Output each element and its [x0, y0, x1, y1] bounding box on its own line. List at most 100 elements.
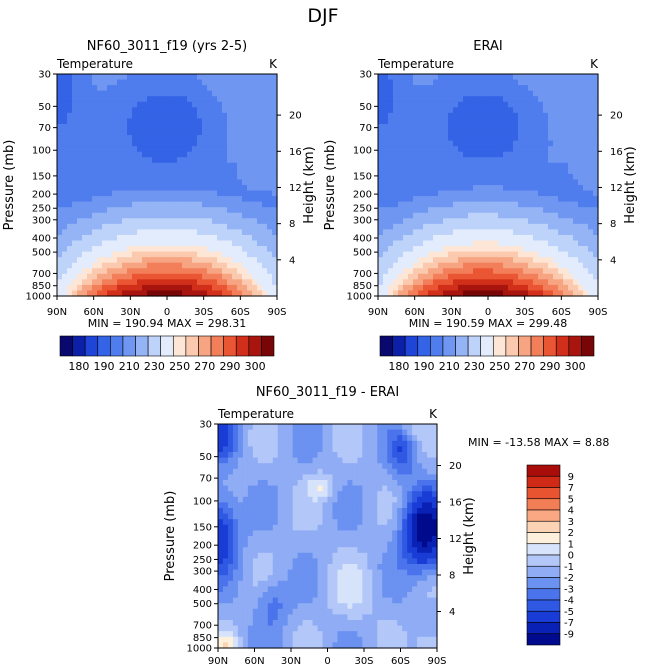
- field-cell: [262, 279, 268, 286]
- field-cell: [72, 246, 78, 253]
- field-cell: [458, 223, 464, 230]
- field-cell: [232, 463, 239, 470]
- field-cell: [242, 229, 248, 236]
- field-cell: [378, 112, 384, 119]
- field-cell: [192, 96, 198, 103]
- field-cell: [227, 246, 233, 253]
- field-cell: [578, 262, 584, 269]
- field-cell: [187, 123, 193, 131]
- field-cell: [87, 162, 93, 169]
- field-cell: [418, 135, 424, 142]
- field-cell: [528, 196, 534, 203]
- field-cell: [483, 112, 489, 119]
- field-cell: [428, 74, 434, 81]
- field-cell: [498, 168, 504, 175]
- field-cell: [252, 223, 258, 230]
- field-cell: [327, 429, 334, 436]
- field-cell: [432, 530, 438, 537]
- field-cell: [403, 140, 409, 147]
- field-cell: [82, 273, 88, 280]
- field-cell: [187, 151, 193, 158]
- field-cell: [87, 185, 93, 192]
- field-cell: [528, 118, 534, 125]
- field-cell: [82, 251, 88, 258]
- field-cell: [132, 107, 138, 114]
- field-cell: [232, 424, 239, 431]
- field-cell: [92, 107, 98, 114]
- field-cell: [573, 179, 579, 186]
- field-cell: [257, 440, 264, 447]
- field-cell: [122, 262, 128, 269]
- y-tick-label: 850: [353, 281, 372, 292]
- field-cell: [222, 79, 228, 86]
- field-cell: [117, 107, 123, 114]
- field-cell: [222, 118, 228, 125]
- field-cell: [423, 273, 429, 280]
- field-cell: [342, 552, 349, 559]
- field-cell: [498, 79, 504, 86]
- y-tick-label: 100: [353, 146, 372, 157]
- field-cell: [593, 229, 599, 236]
- field-cell: [418, 157, 424, 164]
- field-cell: [578, 101, 584, 108]
- field-cell: [192, 196, 198, 203]
- field-cell: [398, 185, 404, 192]
- field-cell: [272, 268, 278, 275]
- field-cell: [453, 240, 459, 247]
- field-cell: [568, 140, 574, 147]
- field-cell: [272, 257, 278, 264]
- field-cell: [553, 273, 559, 280]
- field-cell: [327, 485, 334, 492]
- field-cell: [177, 246, 183, 253]
- field-cell: [443, 146, 449, 153]
- field-cell: [202, 229, 208, 236]
- field-cell: [538, 218, 544, 225]
- field-cell: [167, 157, 173, 164]
- field-cell: [297, 586, 304, 593]
- field-cell: [418, 96, 424, 103]
- field-cell: [423, 246, 429, 253]
- field-cell: [247, 74, 253, 81]
- field-cell: [227, 229, 233, 236]
- field-cell: [387, 564, 393, 571]
- field-cell: [538, 140, 544, 147]
- field-cell: [142, 273, 148, 280]
- field-cell: [227, 592, 234, 599]
- field-cell: [218, 435, 224, 442]
- field-cell: [232, 440, 239, 447]
- field-cell: [392, 519, 398, 526]
- field-cell: [62, 140, 68, 147]
- field-cell: [137, 185, 143, 192]
- field-cell: [438, 140, 444, 147]
- field-cell: [277, 547, 284, 554]
- field-cell: [272, 485, 279, 492]
- field-cell: [222, 123, 228, 131]
- field-cell: [292, 446, 299, 453]
- field-cell: [498, 218, 504, 225]
- field-cell: [292, 485, 299, 492]
- field-cell: [357, 457, 363, 464]
- field-cell: [67, 146, 73, 153]
- field-cell: [132, 212, 138, 219]
- field-cell: [272, 440, 279, 447]
- field-cell: [382, 524, 388, 531]
- field-cell: [222, 536, 229, 543]
- field-cell: [403, 207, 409, 214]
- field-cell: [493, 262, 499, 269]
- field-cell: [383, 168, 389, 175]
- field-cell: [453, 279, 459, 286]
- field-cell: [197, 251, 203, 258]
- field-cell: [347, 508, 353, 515]
- field-cell: [438, 146, 444, 153]
- field-cell: [187, 234, 193, 242]
- field-cell: [262, 185, 268, 192]
- field-cell: [272, 536, 279, 543]
- field-cell: [402, 536, 408, 543]
- field-cell: [122, 107, 128, 114]
- field-cell: [448, 151, 454, 158]
- field-cell: [162, 273, 168, 280]
- field-cell: [122, 79, 128, 86]
- field-cell: [428, 279, 434, 286]
- field-cell: [247, 435, 254, 442]
- field-cell: [312, 480, 319, 487]
